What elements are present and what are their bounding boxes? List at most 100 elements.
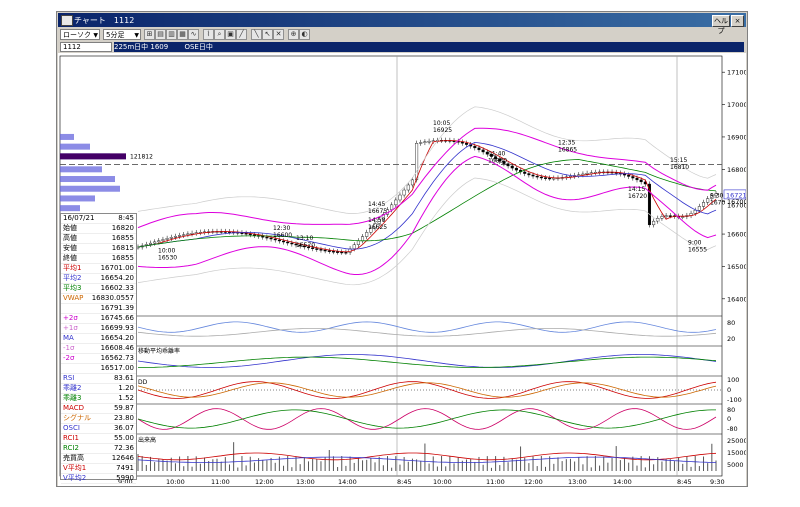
annotation-time: 11:40 [488, 151, 505, 158]
ohlc-row-value: 1.52 [118, 394, 134, 402]
candle-body [415, 143, 419, 181]
chart-area[interactable]: 17100 17000 16900 16800 16700 16600 16500 16400… [58, 53, 746, 486]
candle-body [581, 173, 585, 176]
ohlc-row: 終値 16855 [61, 254, 136, 264]
ohlc-row: V平均1 7491 [61, 464, 136, 474]
annotation-time: 15:15 [670, 157, 687, 164]
candle-body [248, 233, 252, 236]
candle-body [481, 149, 485, 153]
candle-body [290, 242, 294, 245]
ohlc-row-label: RSI [63, 374, 75, 382]
chart-type-select[interactable]: ローソク ▼ [60, 29, 100, 40]
ohlc-row: 高値 16855 [61, 234, 136, 244]
candle-body [548, 177, 552, 180]
tool-5-icon[interactable]: ∿ [188, 29, 199, 40]
candle-body [635, 177, 639, 181]
candle-body [186, 233, 190, 236]
ohlc-row: RSI 83.61 [61, 374, 136, 384]
help-button[interactable]: ヘルプ [712, 15, 730, 35]
ohlc-row-label: V平均2 [63, 474, 87, 482]
candle-body [527, 173, 531, 176]
price-label: 16500 [727, 263, 746, 271]
close-button[interactable]: × [731, 15, 744, 27]
candle-body [502, 161, 506, 164]
tool-14-icon[interactable]: ◐ [299, 29, 310, 40]
subpanel-axis-label: -100 [727, 396, 742, 404]
time-axis-label: 10:00 [166, 478, 185, 486]
annotation-time: 12:35 [558, 139, 575, 146]
ohlc-row: RCI2 72.36 [61, 444, 136, 454]
candle-body [514, 167, 518, 171]
ohlc-row-value: 36.07 [113, 424, 134, 432]
volume-profile-bar [60, 166, 102, 173]
ohlc-row: シグナル 23.80 [61, 414, 136, 424]
candle-body [298, 244, 302, 247]
tool-10-icon[interactable]: ╲ [251, 29, 262, 40]
candle-body [282, 240, 286, 243]
title-bar[interactable]: チャート 1112 ヘルプ × [58, 13, 746, 35]
ma2-line [137, 141, 717, 250]
tool-11-icon[interactable]: ↖ [262, 29, 273, 40]
tool-4-icon[interactable]: ▦ [177, 29, 188, 40]
candle-body [306, 246, 310, 249]
rci2-line [137, 409, 716, 429]
macd-title: DD [138, 379, 148, 386]
ohlc-row-label: 終値 [63, 254, 77, 262]
annotation-time: 13:10 [296, 235, 313, 242]
annotation-price: 16865 [558, 146, 577, 153]
tool-3-icon[interactable]: ▥ [166, 29, 177, 40]
price-label: 16900 [727, 133, 746, 141]
annotation-price: 16720 [628, 193, 647, 200]
candle-body [331, 250, 335, 253]
time-axis-label: 9:30 [710, 478, 725, 486]
ohlc-row: +2σ 16745.66 [61, 314, 136, 324]
annotation-price: 16810 [670, 164, 689, 171]
chevron-down-icon: ▼ [93, 32, 98, 39]
ohlc-row: 始値 16820 [61, 224, 136, 234]
tool-8-icon[interactable]: ▣ [225, 29, 236, 40]
tool-1-icon[interactable]: ⊞ [144, 29, 155, 40]
candle-body [261, 236, 265, 238]
tool-2-icon[interactable]: ▤ [155, 29, 166, 40]
candle-body [410, 179, 414, 186]
candle-body [377, 218, 381, 224]
candle-body [702, 202, 706, 207]
ohlc-row: 平均3 16602.33 [61, 284, 136, 294]
annotation-time: 10:00 [158, 248, 175, 255]
annotation-time: 9:30 [710, 193, 724, 200]
current-price-tag: 16721 [726, 191, 746, 199]
ohlc-row: 平均1 16701.00 [61, 264, 136, 274]
ohlc-row: -2σ 16562.73 [61, 354, 136, 364]
candle-body [323, 249, 327, 252]
ohlc-row-label: 乖離3 [63, 394, 82, 402]
ohlc-row-label: -1σ [63, 344, 75, 352]
price-label: 16600 [727, 231, 746, 239]
time-axis-label: 8:45 [677, 478, 692, 486]
outer-band-upper-line [137, 106, 717, 214]
interval-select[interactable]: 5分足 ▼ [103, 29, 141, 40]
price-chart-canvas[interactable]: 1710017000169001680016700166001650016400… [58, 53, 746, 486]
ohlc-row-value: 72.36 [113, 444, 134, 452]
annotation-time: 10:05 [433, 120, 450, 127]
candle-body [265, 236, 269, 239]
ohlc-row-value: 16855 [111, 234, 134, 242]
tool-9-icon[interactable]: ╱ [236, 29, 247, 40]
candle-body [710, 195, 714, 199]
ohlc-row: RCI1 55.00 [61, 434, 136, 444]
rci1-line [137, 408, 717, 430]
candle-body [627, 174, 631, 177]
code-input[interactable]: 1112 [60, 42, 112, 52]
tool-7-icon[interactable]: ⌕ [214, 29, 225, 40]
tool-6-icon[interactable]: ⌇ [203, 29, 214, 40]
candle-body [153, 241, 157, 244]
ohlc-row-label: MACD [63, 404, 84, 412]
tool-12-icon[interactable]: ✕ [273, 29, 284, 40]
candle-body [664, 215, 668, 217]
volume-profile-label: 121812 [130, 153, 153, 160]
tool-13-icon[interactable]: ⊕ [288, 29, 299, 40]
candle-body [356, 240, 360, 245]
candle-body [269, 237, 273, 240]
candle-body [273, 238, 277, 241]
candle-body [460, 141, 464, 144]
ohlc-row: MA 16654.20 [61, 334, 136, 344]
